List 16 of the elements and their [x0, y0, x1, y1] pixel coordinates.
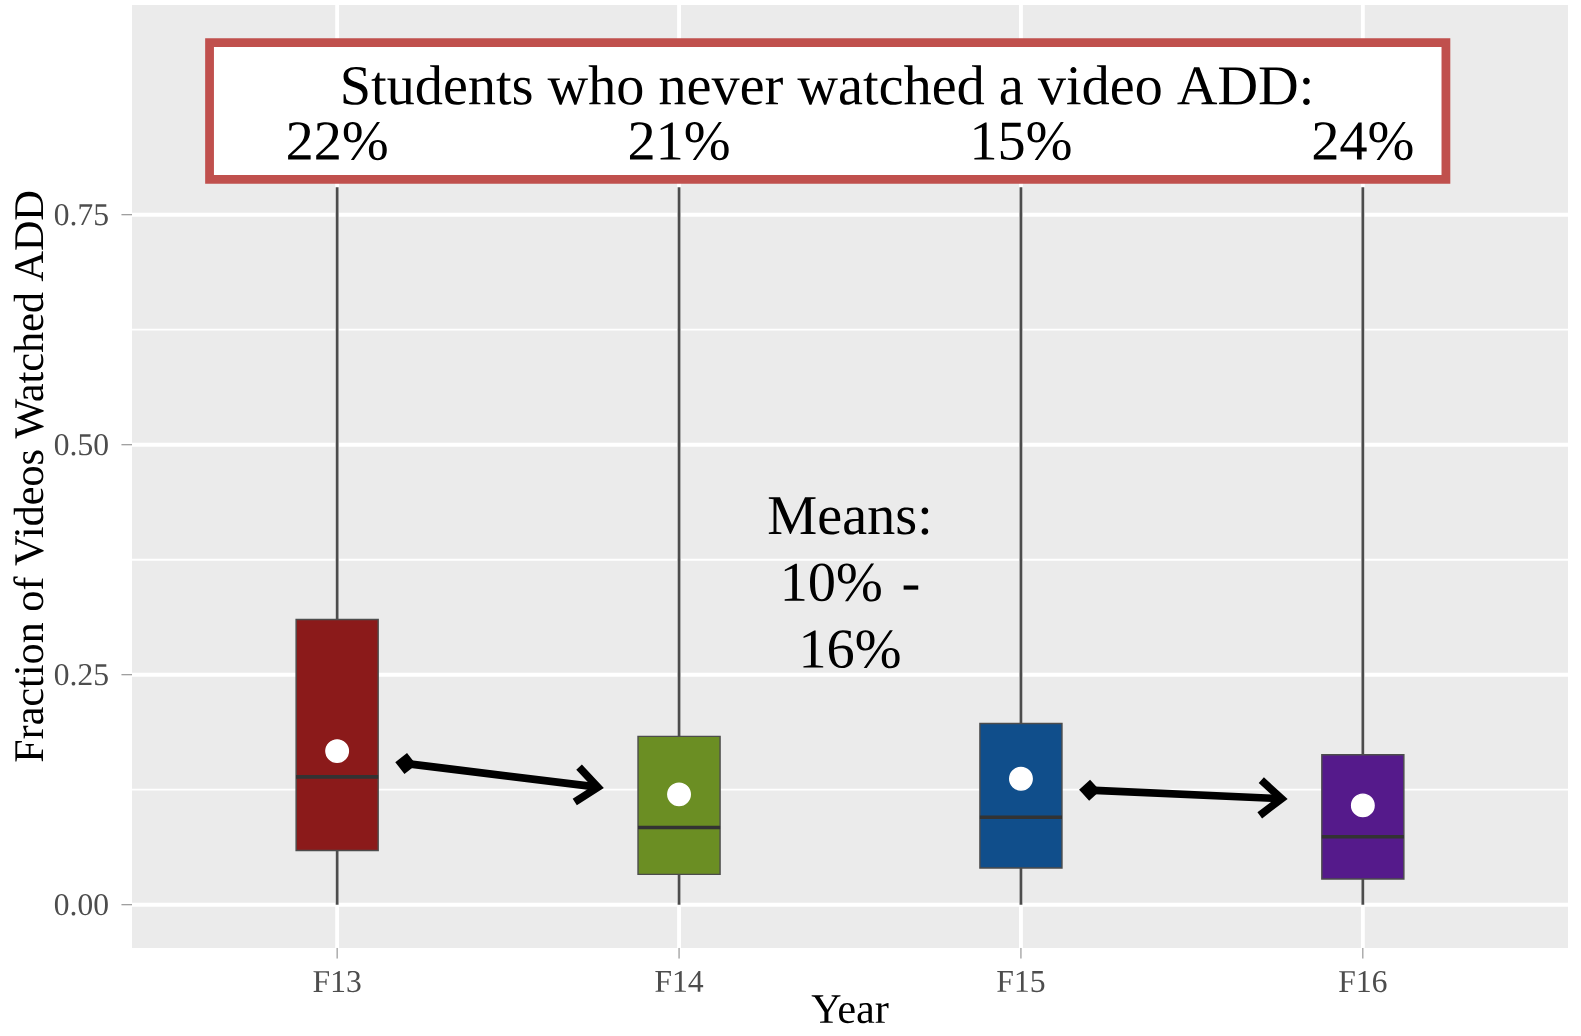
y-tick-label: 0.75 [54, 203, 108, 226]
x-tick-label: F14 [655, 970, 704, 992]
y-axis-title: Fraction of Videos Watched ADD [13, 191, 44, 762]
y-tick-label: 0.50 [54, 433, 108, 456]
annotation: Students who never watched a video ADD: [343, 65, 1310, 106]
x-axis-title: Year [811, 995, 889, 1024]
x-tick-label: F15 [997, 970, 1045, 993]
x-tick-label: F16 [1339, 970, 1387, 993]
annotation: 22% [288, 122, 387, 161]
x-tick-label: F13 [313, 970, 361, 993]
y-tick-label: 0.00 [54, 893, 108, 916]
annotation: 15% [974, 122, 1071, 161]
annotation: Means: 10% - 16% [768, 497, 929, 669]
annotation: 24% [1313, 122, 1413, 161]
annotation: 21% [629, 122, 729, 161]
y-tick-label: 0.25 [54, 663, 108, 686]
